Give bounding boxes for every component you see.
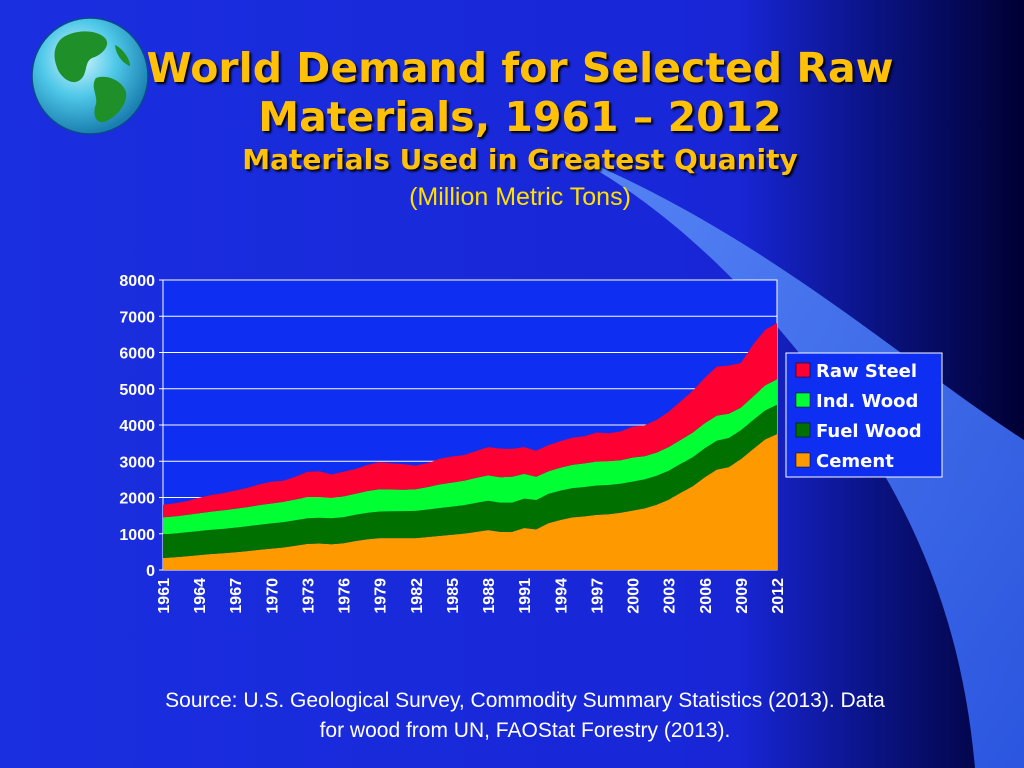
source-line1: Source: U.S. Geological Survey, Commodit… xyxy=(165,689,885,712)
y-tick-label: 2000 xyxy=(119,491,155,508)
x-tick-label: 1961 xyxy=(156,578,173,614)
y-tick-label: 7000 xyxy=(119,309,155,326)
x-tick-label: 1979 xyxy=(373,578,390,614)
legend-swatch xyxy=(795,452,811,468)
x-tick-label: 1970 xyxy=(264,578,281,614)
y-tick-label: 4000 xyxy=(119,418,155,435)
x-tick-label: 2003 xyxy=(662,578,679,614)
legend-label: Raw Steel xyxy=(816,361,917,382)
slide-subtitle: Materials Used in Greatest Quanity xyxy=(242,143,798,176)
area-raw-steel xyxy=(163,323,777,518)
y-tick-label: 3000 xyxy=(119,454,155,471)
legend-label: Cement xyxy=(816,451,894,472)
area-series xyxy=(163,323,777,570)
x-tick-label: 1997 xyxy=(589,578,606,614)
globe-icon xyxy=(31,17,149,135)
y-tick-label: 6000 xyxy=(119,346,155,363)
x-tick-label: 1988 xyxy=(481,578,498,614)
x-tick-label: 1985 xyxy=(445,578,462,614)
area-fuel-wood xyxy=(163,404,777,558)
x-tick-label: 2006 xyxy=(698,578,715,614)
area-ind-wood xyxy=(163,379,777,535)
x-tick-label: 1976 xyxy=(337,578,354,614)
legend-swatch xyxy=(795,362,811,378)
x-tick-label: 1991 xyxy=(517,578,534,614)
x-axis-ticks: 1961 1964 1967 1970 1973 1976 1979 1982 1985 1988… xyxy=(156,578,787,614)
x-tick-label: 2009 xyxy=(734,578,751,614)
x-tick-label: 1973 xyxy=(301,578,318,614)
x-tick-label: 1994 xyxy=(553,578,570,614)
slide-title-line2: Materials, 1961 – 2012 xyxy=(258,93,782,141)
source-line2: for wood from UN, FAOStat Forestry (2013… xyxy=(319,719,731,742)
units-label: (Million Metric Tons) xyxy=(409,183,631,211)
x-tick-label: 2012 xyxy=(770,578,787,614)
y-tick-label: 0 xyxy=(146,563,155,580)
x-tick-label: 1964 xyxy=(192,578,209,614)
area-cement xyxy=(163,434,777,570)
source-note: Source: U.S. Geological Survey, Commodit… xyxy=(70,686,980,746)
x-tick-label: 1982 xyxy=(409,578,426,614)
legend-box xyxy=(785,352,943,478)
x-tick-label: 2000 xyxy=(626,578,643,614)
title-block: World Demand for Selected Raw Materials,… xyxy=(110,44,930,212)
legend: Raw Steel Ind. Wood Fuel Wood Cement xyxy=(785,352,943,478)
y-axis-ticks: 0 1000 2000 3000 4000 5000 6000 7000 8000 xyxy=(119,273,163,580)
slide-title-line1: World Demand for Selected Raw xyxy=(146,44,894,92)
y-tick-label: 8000 xyxy=(119,273,155,290)
x-tick-label: 1967 xyxy=(228,578,245,614)
y-tick-label: 5000 xyxy=(119,382,155,399)
legend-swatch xyxy=(795,392,811,408)
legend-swatch xyxy=(795,422,811,438)
y-tick-label: 1000 xyxy=(119,527,155,544)
legend-label: Ind. Wood xyxy=(816,391,918,412)
legend-label: Fuel Wood xyxy=(816,421,922,442)
